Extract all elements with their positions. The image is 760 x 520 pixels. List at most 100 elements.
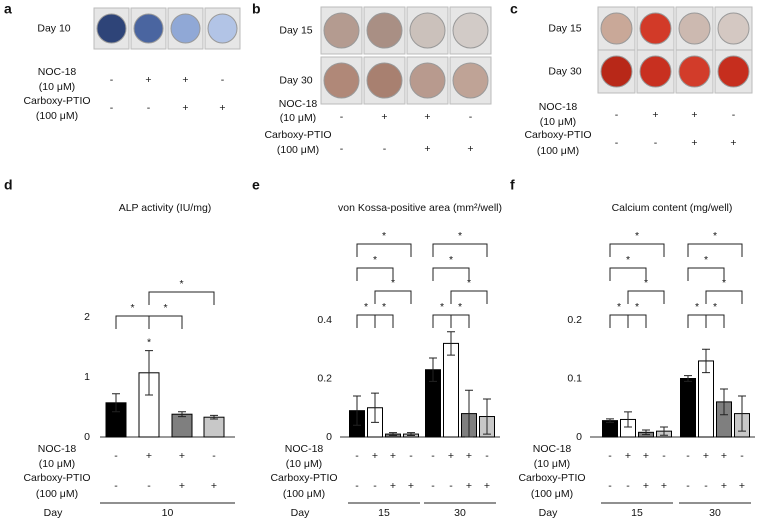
condition-sign: - [355, 450, 359, 462]
condition-sign: - [654, 137, 658, 149]
day-axis-label: Day [539, 507, 558, 519]
significance-bracket [609, 243, 665, 257]
condition-sign: + [730, 137, 736, 149]
condition-label: Carboxy-PTIO [264, 129, 331, 141]
significance-bracket [627, 290, 665, 304]
condition-sign: - [383, 143, 387, 155]
significance-bracket [450, 290, 488, 304]
error-bar [145, 350, 153, 396]
y-tick-label: 0.2 [567, 314, 582, 326]
condition-sign: + [625, 450, 631, 462]
condition-label: NOC-18 [539, 101, 578, 113]
day-label: Day 10 [37, 22, 70, 34]
condition-label: (10 μM) [39, 81, 75, 93]
error-bar [178, 411, 186, 418]
condition-sign: - [704, 480, 708, 492]
significance-star: * [391, 277, 395, 289]
condition-sign: + [721, 450, 727, 462]
chart-title: Calcium content (mg/well) [612, 202, 733, 214]
condition-sign: + [182, 74, 188, 86]
significance-star: * [179, 278, 183, 290]
condition-sign: + [408, 480, 414, 492]
group-label: 30 [709, 507, 721, 519]
panel-letter: b [252, 1, 261, 17]
bar [602, 420, 618, 438]
condition-sign: + [703, 450, 709, 462]
condition-sign: + [448, 450, 454, 462]
condition-label: Carboxy-PTIO [518, 472, 585, 484]
well [170, 13, 201, 44]
condition-sign: + [211, 480, 217, 492]
significance-star: * [147, 336, 151, 348]
condition-sign: + [381, 111, 387, 123]
error-bar [642, 429, 650, 436]
significance-bracket [374, 290, 412, 304]
bar [680, 378, 696, 438]
significance-bracket [450, 314, 470, 328]
condition-sign: - [485, 450, 489, 462]
condition-sign: + [643, 450, 649, 462]
chart-title: von Kossa-positive area (mm²/well) [338, 202, 502, 214]
condition-sign: - [409, 450, 413, 462]
condition-sign: + [424, 143, 430, 155]
condition-sign: + [721, 480, 727, 492]
condition-sign: - [340, 143, 344, 155]
condition-sign: - [740, 450, 744, 462]
significance-star: * [449, 254, 453, 266]
condition-sign: - [626, 480, 630, 492]
well [717, 12, 750, 45]
significance-bracket [115, 315, 150, 329]
condition-label: (10 μM) [540, 116, 576, 128]
significance-bracket [148, 315, 183, 329]
significance-bracket [148, 291, 215, 305]
condition-label: NOC-18 [38, 66, 77, 78]
significance-star: * [713, 301, 717, 313]
condition-sign: + [691, 137, 697, 149]
panel-letter: f [510, 177, 515, 193]
condition-sign: + [179, 450, 185, 462]
significance-bracket [687, 243, 743, 257]
group-label: 30 [454, 507, 466, 519]
condition-sign: - [114, 480, 118, 492]
condition-label: NOC-18 [285, 443, 324, 455]
significance-star: * [382, 230, 386, 242]
significance-bracket [432, 267, 470, 281]
error-bar [429, 357, 437, 382]
error-bar [606, 418, 614, 423]
condition-sign: - [608, 450, 612, 462]
bar [443, 342, 459, 438]
condition-sign: + [739, 480, 745, 492]
significance-star: * [704, 254, 708, 266]
significance-star: * [458, 230, 462, 242]
day-axis-label: Day [291, 507, 310, 519]
significance-star: * [635, 230, 639, 242]
condition-sign: + [146, 450, 152, 462]
error-bar [407, 432, 415, 437]
error-bar [465, 389, 473, 438]
significance-bracket [609, 314, 629, 328]
day-label: Day 30 [548, 65, 581, 77]
significance-star: * [626, 254, 630, 266]
condition-label: (100 μM) [36, 110, 78, 122]
condition-sign: - [212, 450, 216, 462]
condition-sign: + [466, 480, 472, 492]
y-tick-label: 0.1 [567, 372, 582, 384]
condition-sign: - [732, 109, 736, 121]
significance-star: * [617, 301, 621, 313]
condition-sign: - [147, 480, 151, 492]
condition-label: NOC-18 [279, 98, 318, 110]
significance-bracket [705, 290, 743, 304]
condition-sign: + [179, 480, 185, 492]
condition-sign: - [110, 74, 114, 86]
condition-label: Carboxy-PTIO [524, 129, 591, 141]
condition-sign: - [686, 480, 690, 492]
condition-label: (10 μM) [286, 458, 322, 470]
error-bar [483, 398, 491, 435]
significance-star: * [382, 301, 386, 313]
significance-star: * [458, 301, 462, 313]
error-bar [738, 395, 746, 432]
significance-bracket [687, 267, 725, 281]
condition-sign: + [372, 450, 378, 462]
error-bar [702, 348, 710, 374]
